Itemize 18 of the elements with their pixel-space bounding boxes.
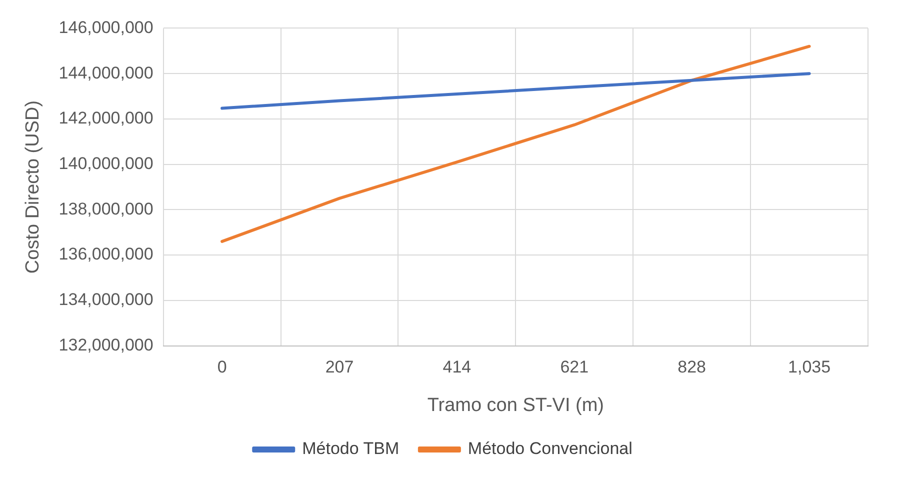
x-tick-label: 828 — [678, 358, 706, 377]
y-tick-label: 144,000,000 — [58, 63, 154, 82]
x-tick-label: 1,035 — [788, 358, 831, 377]
y-axis-title: Costo Directo (USD) — [22, 100, 44, 274]
x-tick-label: 0 — [217, 358, 227, 377]
x-tick-label: 414 — [442, 358, 472, 377]
x-axis-title: Tramo con ST-VI (m) — [427, 394, 604, 416]
legend-label: Método Convencional — [468, 439, 632, 458]
y-tick-label: 146,000,000 — [58, 18, 154, 37]
x-tick-label: 621 — [560, 358, 589, 377]
y-tick-label: 140,000,000 — [58, 154, 154, 173]
y-tick-label: 138,000,000 — [58, 199, 154, 218]
x-tick-label: 207 — [325, 358, 354, 377]
legend-label: Método TBM — [302, 439, 400, 458]
y-tick-label: 136,000,000 — [58, 244, 154, 264]
y-tick-label: 132,000,000 — [58, 335, 154, 354]
y-tick-label: 134,000,000 — [58, 290, 154, 310]
y-tick-label: 142,000,000 — [58, 108, 154, 128]
